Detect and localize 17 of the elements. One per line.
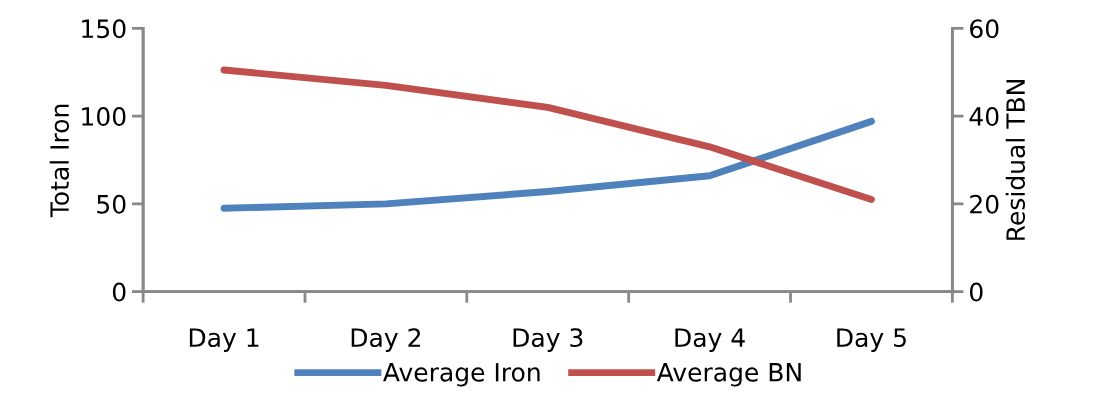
y-tick-label: 100 (82, 107, 126, 126)
y2-tick-label: 60 (970, 19, 999, 39)
y2-tick-label: 0 (969, 282, 983, 302)
x-tick-label: Day 1 (189, 328, 259, 352)
y-tick-label: 0 (112, 282, 126, 302)
y2-tick-label: 20 (970, 194, 999, 214)
x-tick-label: Day 5 (837, 328, 906, 352)
y-axis-title: Total Iron (49, 104, 70, 218)
y2-tick-label: 40 (969, 107, 999, 126)
y-tick-label: 50 (97, 194, 126, 214)
legend-label: Average Iron (383, 363, 540, 387)
legend-label: Average BN (656, 363, 801, 387)
y-tick-label: 150 (82, 19, 126, 39)
x-tick-label: Day 2 (351, 328, 421, 352)
y2-axis-title: Residual TBN (1005, 80, 1026, 240)
x-tick-label: Day 3 (513, 328, 583, 352)
x-tick-label: Day 4 (675, 328, 745, 352)
